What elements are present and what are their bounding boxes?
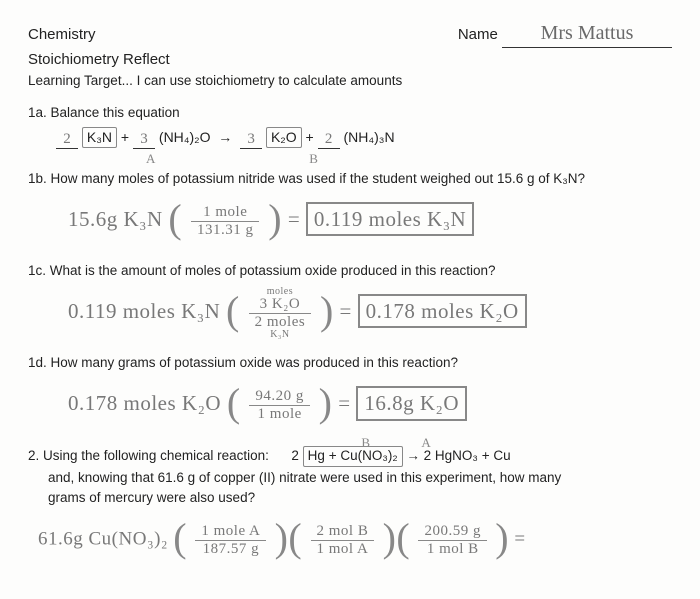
- q1d-lhs: 0.178 moles K₂O: [68, 391, 221, 415]
- student-name: Mrs Mattus: [541, 22, 634, 44]
- worksheet-subtitle: Stoichiometry Reflect: [28, 50, 672, 70]
- q1d-frac: 94.20 g 1 mole: [249, 388, 310, 422]
- q1c-frac-den-main: 2 moles: [255, 314, 306, 330]
- q2-prompt-c: grams of mercury were also used?: [48, 489, 672, 507]
- q1c-work: 0.119 moles K₃N ( moles 3 K₂O 2 moles K₃…: [68, 286, 672, 340]
- q2-eq-lhs-box: Hg + Cu(NO₃)₂: [303, 446, 403, 466]
- q2-eq-r3: HgNO₃: [435, 448, 478, 463]
- q1b-frac: 1 mole 131.31 g: [191, 204, 260, 238]
- q1d-frac-num: 94.20 g: [249, 388, 310, 406]
- q2-eq-arrow: →: [406, 448, 420, 463]
- q1a-species1: K₃N: [82, 127, 117, 148]
- name-label: Name: [458, 26, 498, 43]
- q1a-annotB: B: [309, 151, 318, 166]
- learning-target: Learning Target... I can use stoichiomet…: [28, 72, 672, 90]
- q1b-work: 15.6g K₃N ( 1 mole 131.31 g ) = 0.119 mo…: [68, 194, 672, 248]
- q2-frac1: 1 mole A 187.57 g: [195, 523, 266, 557]
- q1c-frac: moles 3 K₂O 2 moles K₃N: [249, 287, 312, 339]
- q1b-frac-den: 131.31 g: [191, 222, 260, 239]
- q1a-equation: 2 K₃N + 3 (NH₄)₂O → 3 K₂O + 2 (NH₄)₃N: [56, 127, 672, 149]
- q2-frac1-den: 187.57 g: [195, 541, 266, 558]
- q2-prompt-row: 2. Using the following chemical reaction…: [28, 446, 672, 466]
- arrow: →: [218, 129, 232, 145]
- q1d-work: 0.178 moles K₂O ( 94.20 g 1 mole ) = 16.…: [68, 378, 672, 432]
- q2-annotB: B: [361, 434, 370, 452]
- q2-prompt-a: 2. Using the following chemical reaction…: [28, 448, 269, 463]
- q2-work: 61.6g Cu(NO₃)₂ ( 1 mole A 187.57 g )( 2 …: [38, 513, 672, 567]
- q2-annotA: A: [421, 434, 430, 452]
- q1b-answer: 0.119 moles K₃N: [306, 202, 474, 236]
- q2-eq-c1: 2: [291, 448, 299, 463]
- q2-frac2-num: 2 mol B: [311, 523, 375, 541]
- q1c-frac-num-top: moles: [255, 287, 306, 296]
- q1a-species3: K₂O: [266, 127, 302, 148]
- worksheet-page: Chemistry Name Mrs Mattus Stoichiometry …: [0, 0, 700, 567]
- q2-eq-end: =: [514, 529, 525, 550]
- name-blank: Mrs Mattus: [502, 20, 672, 48]
- q2-lhs: 61.6g Cu(NO₃)₂: [38, 529, 168, 550]
- q1a-coef2: 3: [137, 131, 151, 147]
- q1a-coef1: 2: [60, 131, 74, 147]
- q1a-annotA: A: [146, 151, 155, 166]
- q2-eq-r1: Hg: [308, 448, 325, 463]
- course-title: Chemistry: [28, 25, 96, 45]
- q2-frac2-den: 1 mol A: [311, 541, 375, 558]
- q2-eq-r4: Cu: [493, 448, 510, 463]
- q1c-prompt: 1c. What is the amount of moles of potas…: [28, 262, 672, 280]
- q1a-prompt: 1a. Balance this equation: [28, 104, 672, 122]
- q1d-frac-den: 1 mole: [249, 406, 310, 423]
- q2-eq-plus: +: [329, 448, 337, 463]
- q1a-coef3: 3: [244, 131, 258, 147]
- q2-frac3: 200.59 g 1 mol B: [418, 523, 487, 557]
- q2-prompt-b: and, knowing that 61.6 g of copper (II) …: [48, 469, 672, 487]
- q1a-species2: (NH₄)₂O: [159, 129, 211, 145]
- q2-frac1-num: 1 mole A: [195, 523, 266, 541]
- q1c-frac-num: moles 3 K₂O: [249, 287, 312, 314]
- header-row: Chemistry Name Mrs Mattus: [28, 20, 672, 48]
- q1c-frac-den: 2 moles K₃N: [249, 314, 312, 340]
- q1d-prompt: 1d. How many grams of potassium oxide wa…: [28, 354, 672, 372]
- name-field: Name Mrs Mattus: [458, 20, 672, 48]
- q2-frac3-num: 200.59 g: [418, 523, 487, 541]
- q1c-frac-num-main: 3 K₂O: [260, 296, 301, 312]
- q1c-frac-den-sub: K₃N: [255, 330, 306, 339]
- q1b-lhs: 15.6g K₃N: [68, 207, 163, 231]
- q1a-species4: (NH₄)₃N: [343, 129, 394, 145]
- q1c-answer: 0.178 moles K₂O: [358, 294, 527, 328]
- q1b-prompt: 1b. How many moles of potassium nitride …: [28, 170, 672, 188]
- q1a-annot-row: A B: [56, 149, 672, 168]
- q1d-answer: 16.8g K₂O: [356, 386, 467, 420]
- q1b-frac-num: 1 mole: [191, 204, 260, 222]
- q2-frac3-den: 1 mol B: [418, 541, 487, 558]
- q2-frac2: 2 mol B 1 mol A: [311, 523, 375, 557]
- q1a-coef4: 2: [322, 131, 336, 147]
- q1c-lhs: 0.119 moles K₃N: [68, 299, 220, 323]
